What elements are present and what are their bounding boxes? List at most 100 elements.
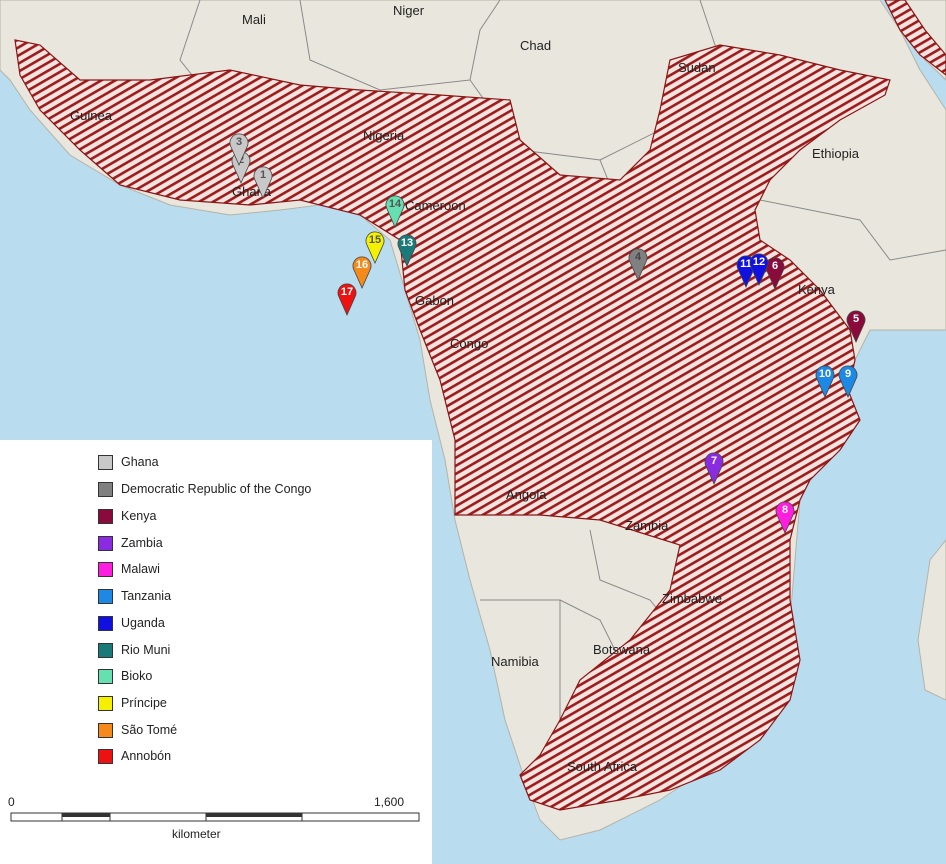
map-pin-icon: [385, 195, 405, 228]
map-pin-icon: [775, 501, 795, 534]
scale-end-label: 1,600: [374, 795, 405, 809]
legend-label: Zambia: [121, 536, 163, 550]
marker-number: 3: [236, 136, 242, 148]
marker-number: 4: [635, 251, 642, 263]
sample-marker-17[interactable]: 17: [337, 283, 357, 316]
marker-number: 17: [341, 286, 353, 298]
sample-marker-4[interactable]: 4: [628, 248, 648, 281]
madagascar: [917, 539, 946, 701]
legend-label: Annobón: [121, 749, 172, 763]
legend-item: Rio Muni: [98, 641, 170, 659]
label-ethiopia: Ethiopia: [812, 146, 860, 161]
marker-number: 7: [711, 455, 717, 467]
sample-marker-8[interactable]: 8: [775, 501, 795, 534]
legend-swatch: [98, 481, 113, 497]
legend: Ghana Democratic Republic of the Congo Ken…: [0, 440, 432, 864]
country-labels: Mali Niger Chad Sudan Guinea Nigeria Eth…: [70, 3, 860, 774]
marker-number: 11: [740, 258, 752, 270]
label-botswana: Botswana: [593, 642, 651, 657]
legend-item: Democratic Republic of the Congo: [98, 480, 311, 498]
marker-number: 14: [389, 198, 402, 210]
sample-marker-15[interactable]: 15: [365, 231, 385, 264]
legend-swatch: [98, 642, 113, 658]
legend-label: Kenya: [121, 509, 157, 523]
map-pin-icon: [838, 365, 858, 398]
label-niger: Niger: [393, 3, 425, 18]
sample-marker-10[interactable]: 10: [815, 365, 835, 398]
map-pin-icon: [704, 452, 724, 485]
legend-label: São Tomé: [121, 723, 178, 737]
label-gabon: Gabon: [415, 293, 454, 308]
legend-label: Príncipe: [121, 696, 167, 710]
map-pin-icon: [846, 310, 866, 343]
legend-swatch: [98, 508, 113, 524]
label-guinea: Guinea: [70, 108, 113, 123]
label-zambia: Zambia: [625, 518, 669, 533]
marker-number: 15: [369, 234, 381, 246]
map-pin-icon: [365, 231, 385, 264]
legend-label: Uganda: [121, 616, 165, 630]
map-pin-icon: [815, 365, 835, 398]
label-cameroon: Cameroon: [405, 198, 466, 213]
sample-marker-5[interactable]: 5: [846, 310, 866, 343]
legend-label: Bioko: [121, 669, 153, 683]
legend-swatch: [98, 722, 113, 738]
marker-number: 1: [260, 169, 266, 181]
legend-swatch: [98, 695, 113, 711]
legend-label: Malawi: [121, 562, 160, 576]
scale-bar-graphic: [10, 812, 420, 822]
marker-number: 16: [356, 259, 368, 271]
distribution-range: [14, 0, 946, 811]
sample-marker-9[interactable]: 9: [838, 365, 858, 398]
legend-label: Rio Muni: [121, 643, 171, 657]
label-kenya: Kenya: [798, 282, 836, 297]
map-pin-icon: [749, 253, 769, 286]
legend-item: São Tomé: [98, 721, 177, 739]
marker-number: 13: [401, 237, 413, 249]
sample-marker-14[interactable]: 14: [385, 195, 405, 228]
label-chad: Chad: [520, 38, 551, 53]
map-pin-icon: [253, 166, 273, 199]
legend-swatch: [98, 748, 113, 764]
label-south-africa: South Africa: [567, 759, 638, 774]
label-nigeria: Nigeria: [363, 128, 405, 143]
label-congo: Congo: [450, 336, 488, 351]
label-sudan: Sudan: [678, 60, 716, 75]
map-pin-icon: [337, 283, 357, 316]
legend-item: Uganda: [98, 614, 165, 632]
legend-swatch: [98, 668, 113, 684]
legend-label: Ghana: [121, 455, 159, 469]
sample-marker-13[interactable]: 13: [397, 234, 417, 267]
legend-swatch: [98, 535, 113, 551]
label-zimbabwe: Zimbabwe: [662, 591, 722, 606]
label-namibia: Namibia: [491, 654, 539, 669]
sample-markers: 1234567891011121314151617: [229, 133, 866, 534]
marker-number: 12: [753, 256, 765, 268]
legend-item: Ghana: [98, 453, 159, 471]
scale-start-label: 0: [8, 795, 15, 809]
legend-item: Tanzania: [98, 587, 171, 605]
scale-unit-label: kilometer: [172, 827, 221, 841]
legend-item: Bioko: [98, 667, 152, 685]
legend-item: Kenya: [98, 507, 156, 525]
scale-bar: 0 1,600 kilometer: [8, 795, 420, 845]
map-pin-icon: [628, 248, 648, 281]
legend-label: Tanzania: [121, 589, 172, 603]
marker-number: 8: [782, 504, 788, 516]
sample-marker-16[interactable]: 16: [352, 256, 372, 289]
marker-number: 10: [819, 368, 831, 380]
label-mali: Mali: [242, 12, 266, 27]
sample-marker-7[interactable]: 7: [704, 452, 724, 485]
legend-label: Democratic Republic of the Congo: [121, 482, 312, 496]
map-pin-icon: [397, 234, 417, 267]
legend-swatch: [98, 561, 113, 577]
sample-marker-12[interactable]: 12: [749, 253, 769, 286]
marker-number: 6: [772, 260, 778, 272]
legend-item: Annobón: [98, 747, 171, 765]
sample-marker-3[interactable]: 3: [229, 133, 249, 166]
legend-item: Príncipe: [98, 694, 167, 712]
legend-swatch: [98, 615, 113, 631]
label-angola: Angola: [506, 487, 547, 502]
sample-marker-1[interactable]: 1: [253, 166, 273, 199]
